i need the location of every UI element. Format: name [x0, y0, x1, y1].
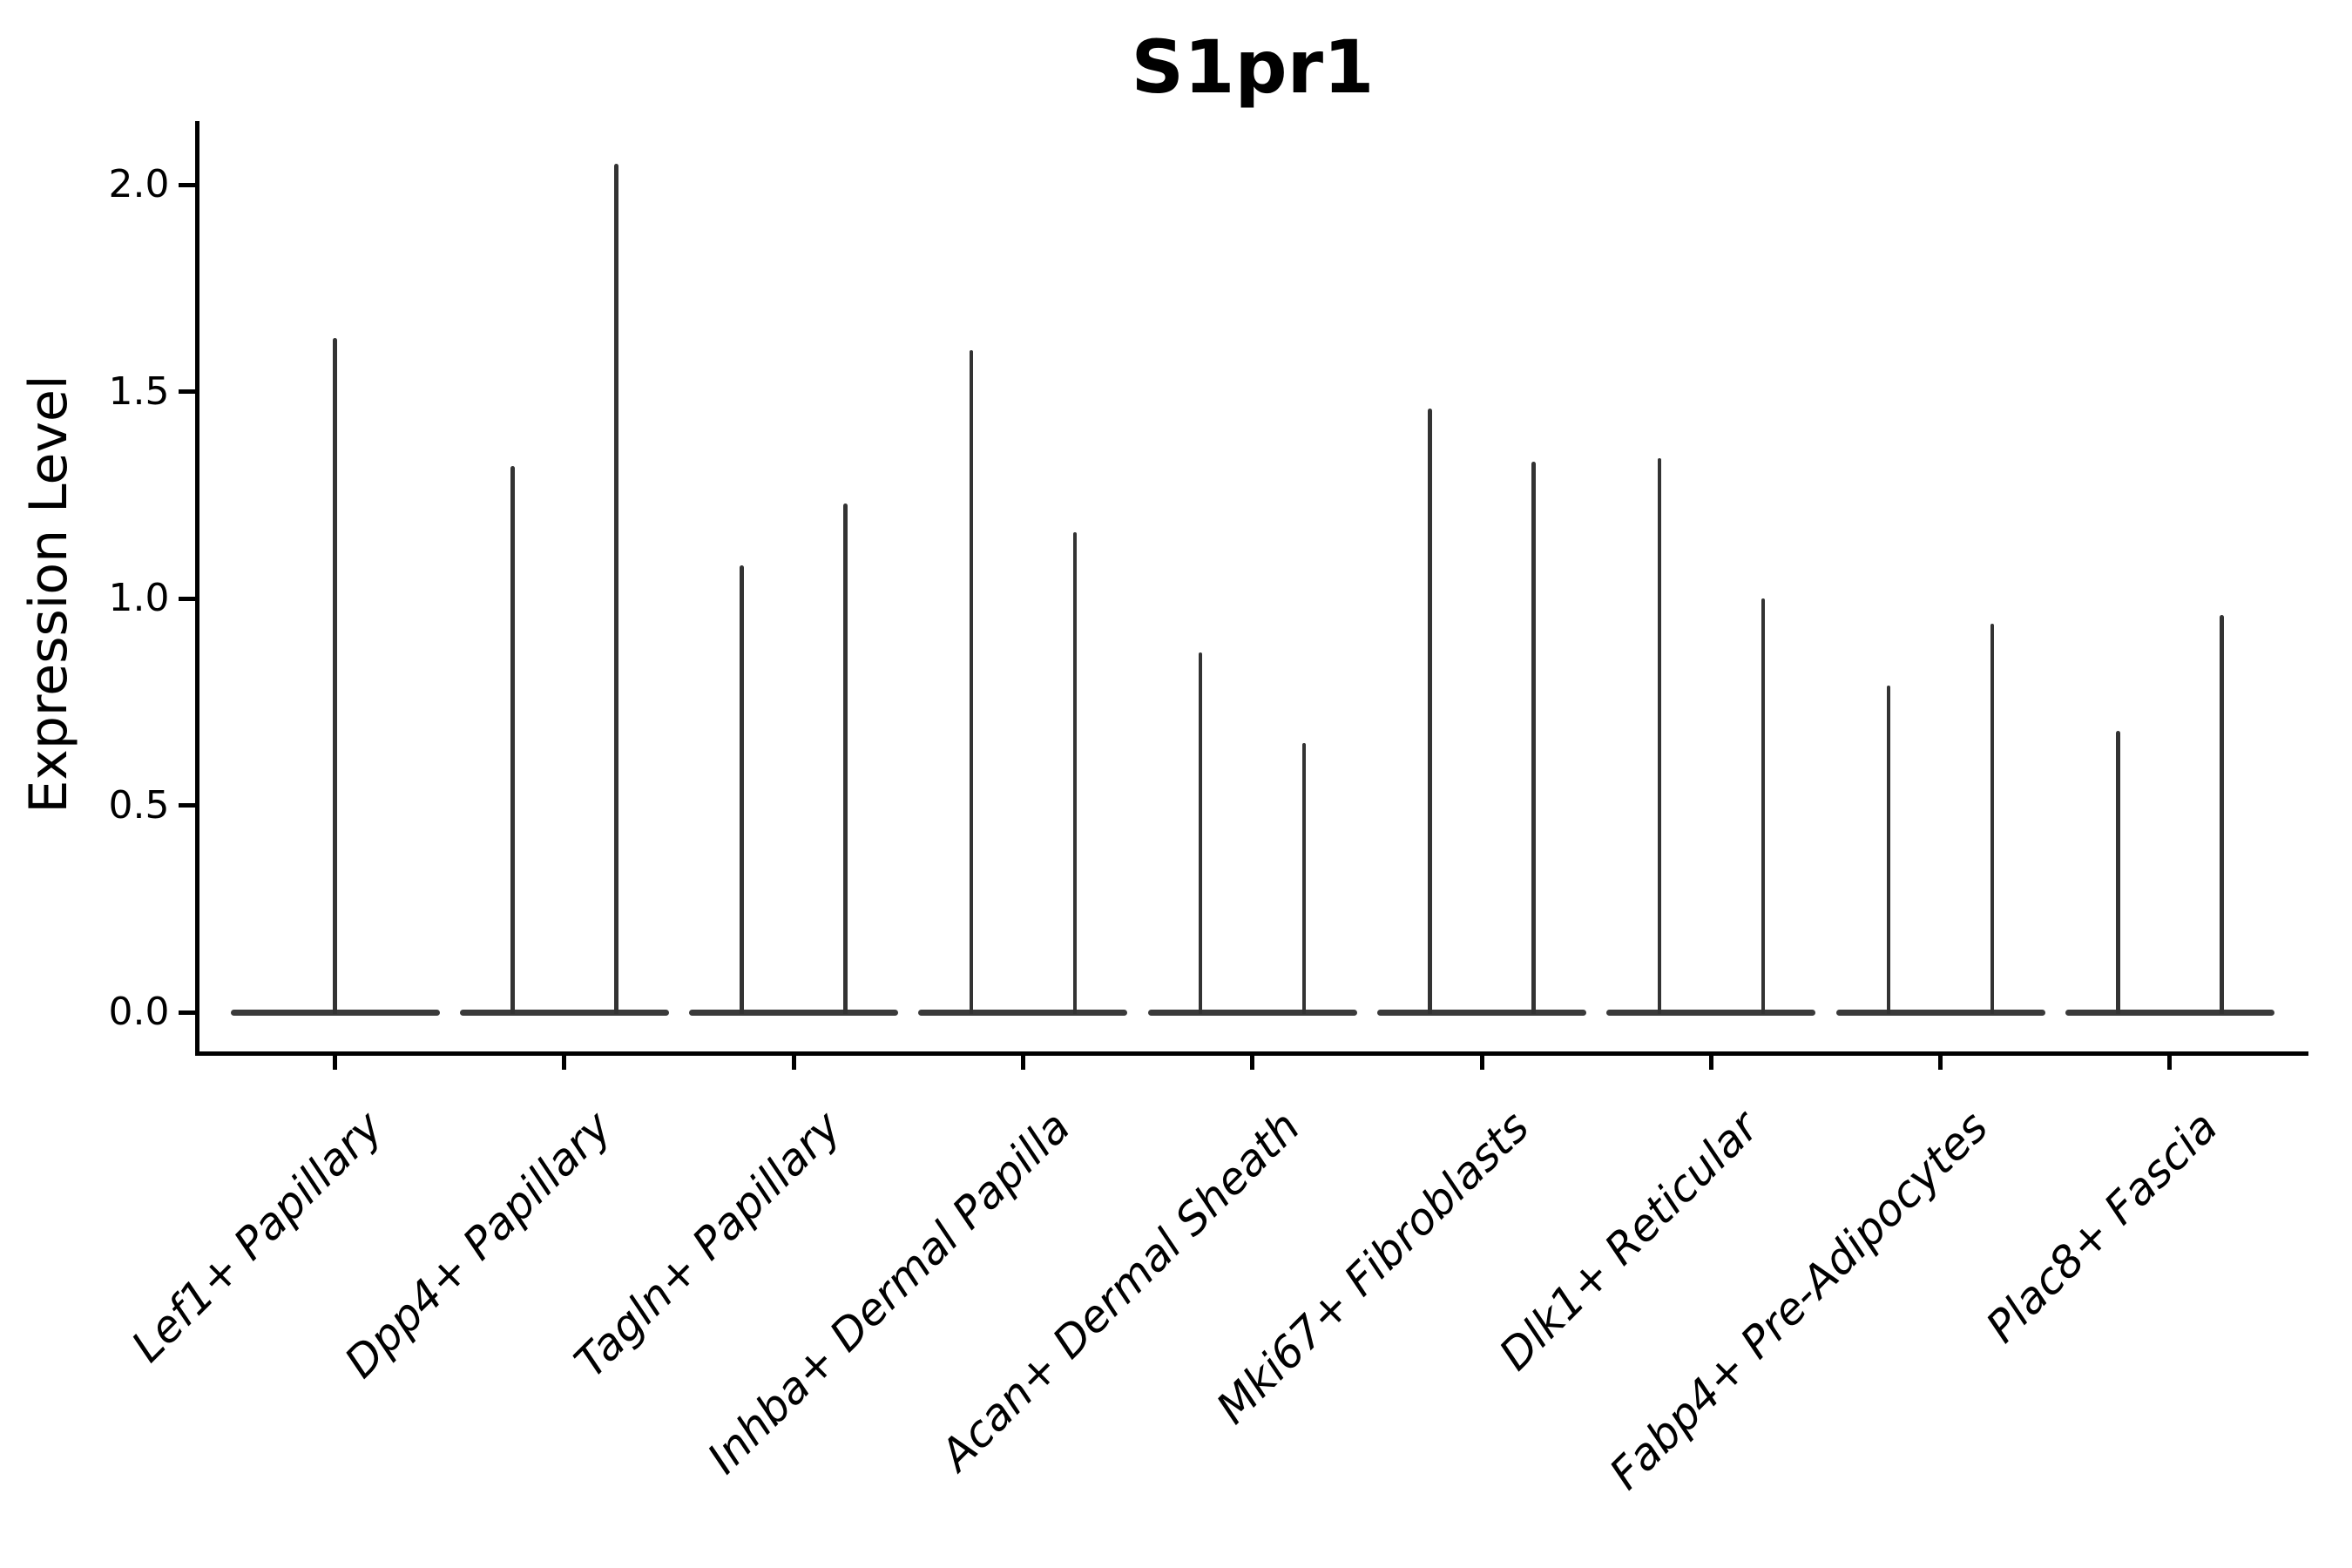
violin-spike	[740, 565, 744, 1014]
violin-spike	[1657, 457, 1662, 1014]
violin-spike	[1072, 532, 1078, 1014]
violin-spike	[843, 503, 848, 1014]
violin-spike	[333, 337, 337, 1014]
violin-spike	[1198, 652, 1203, 1014]
violin-spike	[1428, 408, 1432, 1014]
y-tick-mark	[178, 182, 195, 187]
y-tick-label: 1.5	[108, 368, 170, 414]
x-tick-mark	[333, 1053, 337, 1070]
violin-body	[1835, 1009, 2045, 1016]
violin-spike	[2220, 615, 2224, 1014]
y-tick-mark	[178, 596, 195, 601]
y-tick-mark	[178, 1010, 195, 1015]
x-category-label: Lef1+ Papillary	[121, 1101, 393, 1372]
violin-spike	[1301, 743, 1307, 1014]
violin-spike	[1761, 598, 1766, 1014]
violin-spike	[969, 350, 974, 1014]
x-tick-mark	[1708, 1053, 1713, 1070]
y-tick-mark	[178, 389, 195, 394]
violin-spike	[1531, 462, 1536, 1014]
y-tick-mark	[178, 803, 195, 808]
x-tick-mark	[562, 1053, 567, 1070]
y-tick-label: 0.5	[108, 782, 170, 828]
x-tick-mark	[1938, 1053, 1943, 1070]
violin-spike	[2116, 731, 2120, 1014]
x-tick-mark	[2167, 1053, 2173, 1070]
x-tick-mark	[1479, 1053, 1484, 1070]
x-category-label: Plac8+ Fascia	[1976, 1101, 2227, 1353]
chart-title: S1pr1	[1131, 24, 1375, 110]
violin-spike	[510, 466, 515, 1014]
violin-body	[1606, 1009, 1816, 1016]
x-tick-mark	[791, 1053, 796, 1070]
y-tick-label: 1.0	[108, 576, 170, 620]
violin-body	[459, 1009, 669, 1016]
violin-body	[1377, 1009, 1586, 1016]
x-category-label: Fabp4+ Pre-Adipocytes	[1599, 1101, 1998, 1500]
y-tick-label: 0.0	[108, 990, 170, 1034]
violin-spike	[614, 164, 618, 1014]
violin-body	[689, 1009, 899, 1016]
violin-body	[1147, 1009, 1357, 1016]
violin-body	[2065, 1009, 2274, 1016]
x-tick-mark	[1020, 1053, 1025, 1070]
x-tick-mark	[1250, 1053, 1255, 1070]
y-tick-label: 2.0	[108, 162, 170, 206]
violin-body	[918, 1009, 1128, 1016]
violin-spike	[1886, 685, 1891, 1014]
y-axis-spine	[194, 121, 199, 1056]
violin-spike	[1990, 623, 1995, 1014]
